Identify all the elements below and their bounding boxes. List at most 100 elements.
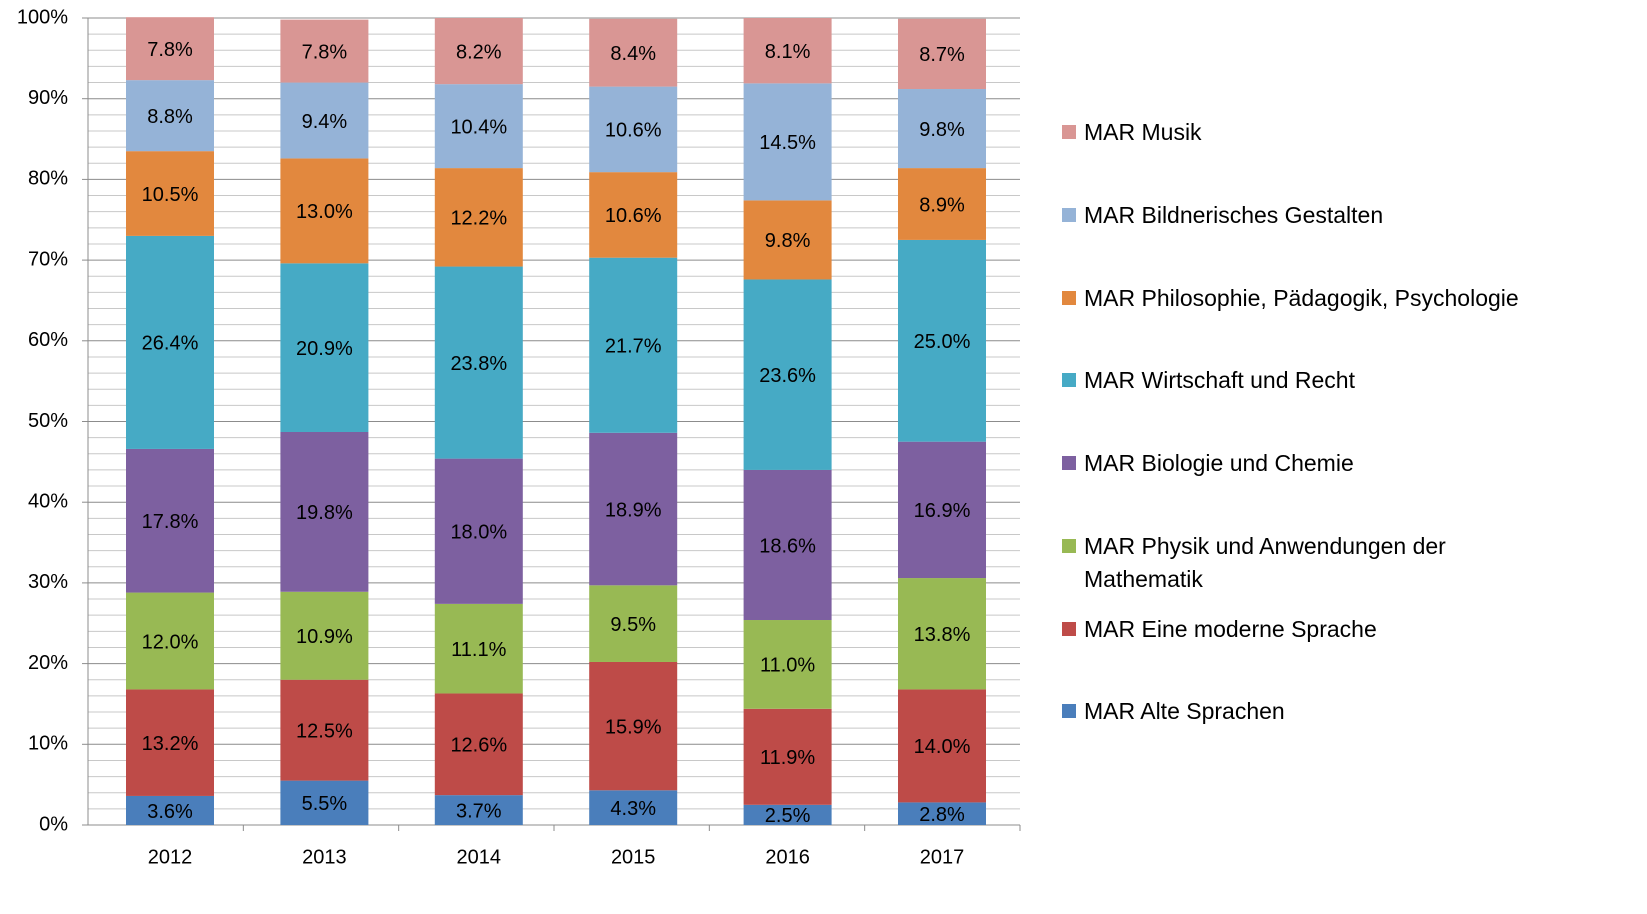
- legend-swatch: [1062, 622, 1076, 636]
- legend-swatch: [1062, 456, 1076, 470]
- data-label: 14.0%: [914, 736, 971, 758]
- data-label: 12.2%: [450, 208, 507, 230]
- legend-item: MAR Philosophie, Pädagogik, Psychologie: [1062, 282, 1519, 315]
- legend-label: MAR Alte Sprachen: [1084, 698, 1285, 724]
- bar-segment: [589, 18, 678, 87]
- bar-segment: [280, 591, 369, 680]
- legend-item: MAR Wirtschaft und Recht: [1062, 364, 1355, 397]
- bar-segment: [898, 89, 986, 169]
- data-label: 9.4%: [302, 111, 348, 133]
- bar-segment: [898, 239, 986, 442]
- data-label: 23.6%: [759, 365, 816, 387]
- y-tick-label: 90%: [28, 87, 68, 109]
- bar-segment: [126, 235, 214, 449]
- x-tick-label: 2017: [920, 846, 965, 868]
- data-label: 20.9%: [296, 338, 353, 360]
- data-label: 3.7%: [456, 800, 502, 822]
- bar-segment: [126, 592, 214, 690]
- bar-segment: [280, 431, 369, 592]
- y-tick-label: 100%: [17, 6, 68, 28]
- data-label: 10.9%: [296, 626, 353, 648]
- bar-segment: [589, 86, 678, 173]
- legend-swatch: [1062, 291, 1076, 305]
- bar-segment: [589, 257, 678, 433]
- data-label: 11.1%: [451, 639, 506, 661]
- bar-segment: [898, 578, 986, 690]
- data-label: 25.0%: [914, 331, 971, 353]
- data-label: 10.4%: [450, 116, 507, 138]
- data-label: 21.7%: [605, 336, 662, 358]
- y-tick-label: 60%: [28, 329, 68, 351]
- data-label: 26.4%: [142, 333, 199, 355]
- bar-segment: [589, 790, 678, 825]
- bar-segment: [126, 80, 214, 152]
- data-label: 13.0%: [296, 201, 353, 223]
- y-tick-label: 20%: [28, 652, 68, 674]
- legend-item: MAR Eine moderne Sprache: [1062, 613, 1377, 646]
- legend-label: MAR Wirtschaft und Recht: [1084, 367, 1355, 393]
- bar-segment: [280, 263, 369, 432]
- data-label: 11.0%: [760, 655, 815, 677]
- bar-segment: [434, 18, 523, 85]
- bar-segment: [126, 151, 214, 236]
- bar-segment: [743, 83, 832, 201]
- legend-item: MAR Bildnerisches Gestalten: [1062, 199, 1383, 232]
- legend-label: MAR Physik und Anwendungen der Mathemati…: [1084, 533, 1446, 592]
- bar-segment: [126, 448, 214, 593]
- x-tick-label: 2016: [765, 846, 810, 868]
- data-label: 13.8%: [914, 624, 971, 646]
- data-label: 2.8%: [919, 804, 965, 826]
- data-label: 17.8%: [142, 511, 199, 533]
- data-label: 2.5%: [765, 805, 811, 827]
- data-label: 9.8%: [919, 119, 965, 141]
- data-label: 12.6%: [450, 735, 507, 757]
- data-label: 3.6%: [147, 801, 193, 823]
- data-label: 18.6%: [759, 535, 816, 557]
- data-label: 8.1%: [765, 41, 811, 63]
- data-label: 11.9%: [760, 747, 815, 769]
- y-tick-label: 70%: [28, 248, 68, 270]
- bar-segment: [126, 689, 214, 796]
- legend-swatch: [1062, 704, 1076, 718]
- bar-segment: [280, 679, 369, 781]
- legend-label: MAR Bildnerisches Gestalten: [1084, 202, 1384, 228]
- bar-segment: [434, 266, 523, 459]
- data-label: 8.8%: [147, 106, 193, 128]
- bar-segment: [434, 693, 523, 796]
- bar-segment: [434, 603, 523, 694]
- y-tick-label: 0%: [39, 813, 68, 835]
- bar-segment: [434, 795, 523, 825]
- legend-label: MAR Philosophie, Pädagogik, Psychologie: [1084, 285, 1519, 311]
- legend-label: MAR Eine moderne Sprache: [1084, 616, 1377, 642]
- data-label: 8.9%: [919, 194, 965, 216]
- data-label: 19.8%: [296, 502, 353, 524]
- legend-item: MAR Physik und Anwendungen der Mathemati…: [1062, 530, 1494, 596]
- x-tick-label: 2015: [611, 846, 656, 868]
- legend-item: MAR Musik: [1062, 116, 1202, 149]
- bar-segment: [743, 279, 832, 470]
- bar-segment: [743, 469, 832, 621]
- bar-segment: [898, 441, 986, 579]
- data-label: 10.6%: [605, 205, 662, 227]
- data-label: 5.5%: [302, 793, 348, 815]
- bar-segment: [898, 18, 986, 90]
- bar-segment: [898, 802, 986, 825]
- y-tick-label: 50%: [28, 410, 68, 432]
- bar-segment: [898, 689, 986, 803]
- y-tick-label: 40%: [28, 490, 68, 512]
- bar-segment: [434, 84, 523, 169]
- bar-segment: [589, 172, 678, 258]
- bar-segment: [280, 19, 369, 83]
- legend-swatch: [1062, 208, 1076, 222]
- data-label: 8.4%: [610, 43, 656, 65]
- data-label: 12.5%: [296, 720, 353, 742]
- data-label: 7.8%: [302, 41, 348, 63]
- data-label: 8.2%: [456, 41, 502, 63]
- legend-label: MAR Biologie und Chemie: [1084, 450, 1354, 476]
- bar-segment: [589, 661, 678, 791]
- data-label: 9.5%: [610, 614, 656, 636]
- x-tick-label: 2013: [302, 846, 347, 868]
- bar-segment: [280, 82, 369, 159]
